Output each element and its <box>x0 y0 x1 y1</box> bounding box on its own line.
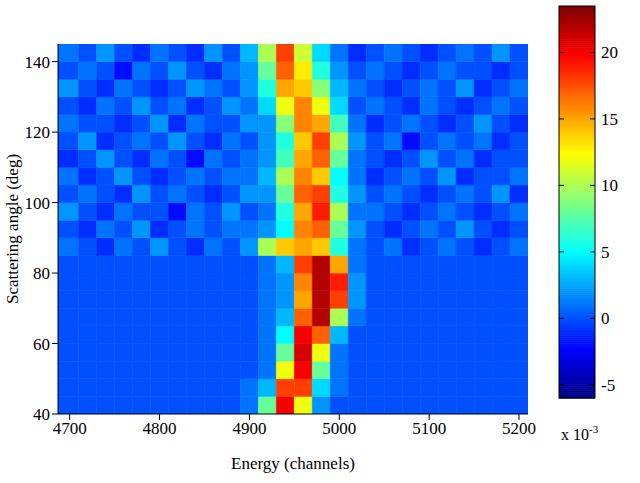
svg-text:-5: -5 <box>601 376 615 395</box>
svg-text:40: 40 <box>33 405 50 424</box>
svg-text:5000: 5000 <box>322 419 356 438</box>
svg-text:5200: 5200 <box>502 419 536 438</box>
svg-text:4700: 4700 <box>53 419 87 438</box>
svg-text:4900: 4900 <box>232 419 266 438</box>
svg-text:Scattering angle (deg): Scattering angle (deg) <box>3 154 22 304</box>
svg-text:80: 80 <box>33 264 50 283</box>
svg-text:4800: 4800 <box>143 419 177 438</box>
svg-text:5: 5 <box>601 243 610 262</box>
svg-text:0: 0 <box>601 309 610 328</box>
svg-text:60: 60 <box>33 335 50 354</box>
svg-text:Energy (channels): Energy (channels) <box>231 454 355 473</box>
svg-text:20: 20 <box>601 43 618 62</box>
svg-text:15: 15 <box>601 110 618 129</box>
svg-text:10: 10 <box>601 176 618 195</box>
svg-text:100: 100 <box>25 194 51 213</box>
svg-text:140: 140 <box>25 53 51 72</box>
svg-text:120: 120 <box>25 123 51 142</box>
svg-text:5100: 5100 <box>412 419 446 438</box>
svg-text:x 10-3: x 10-3 <box>561 423 599 443</box>
